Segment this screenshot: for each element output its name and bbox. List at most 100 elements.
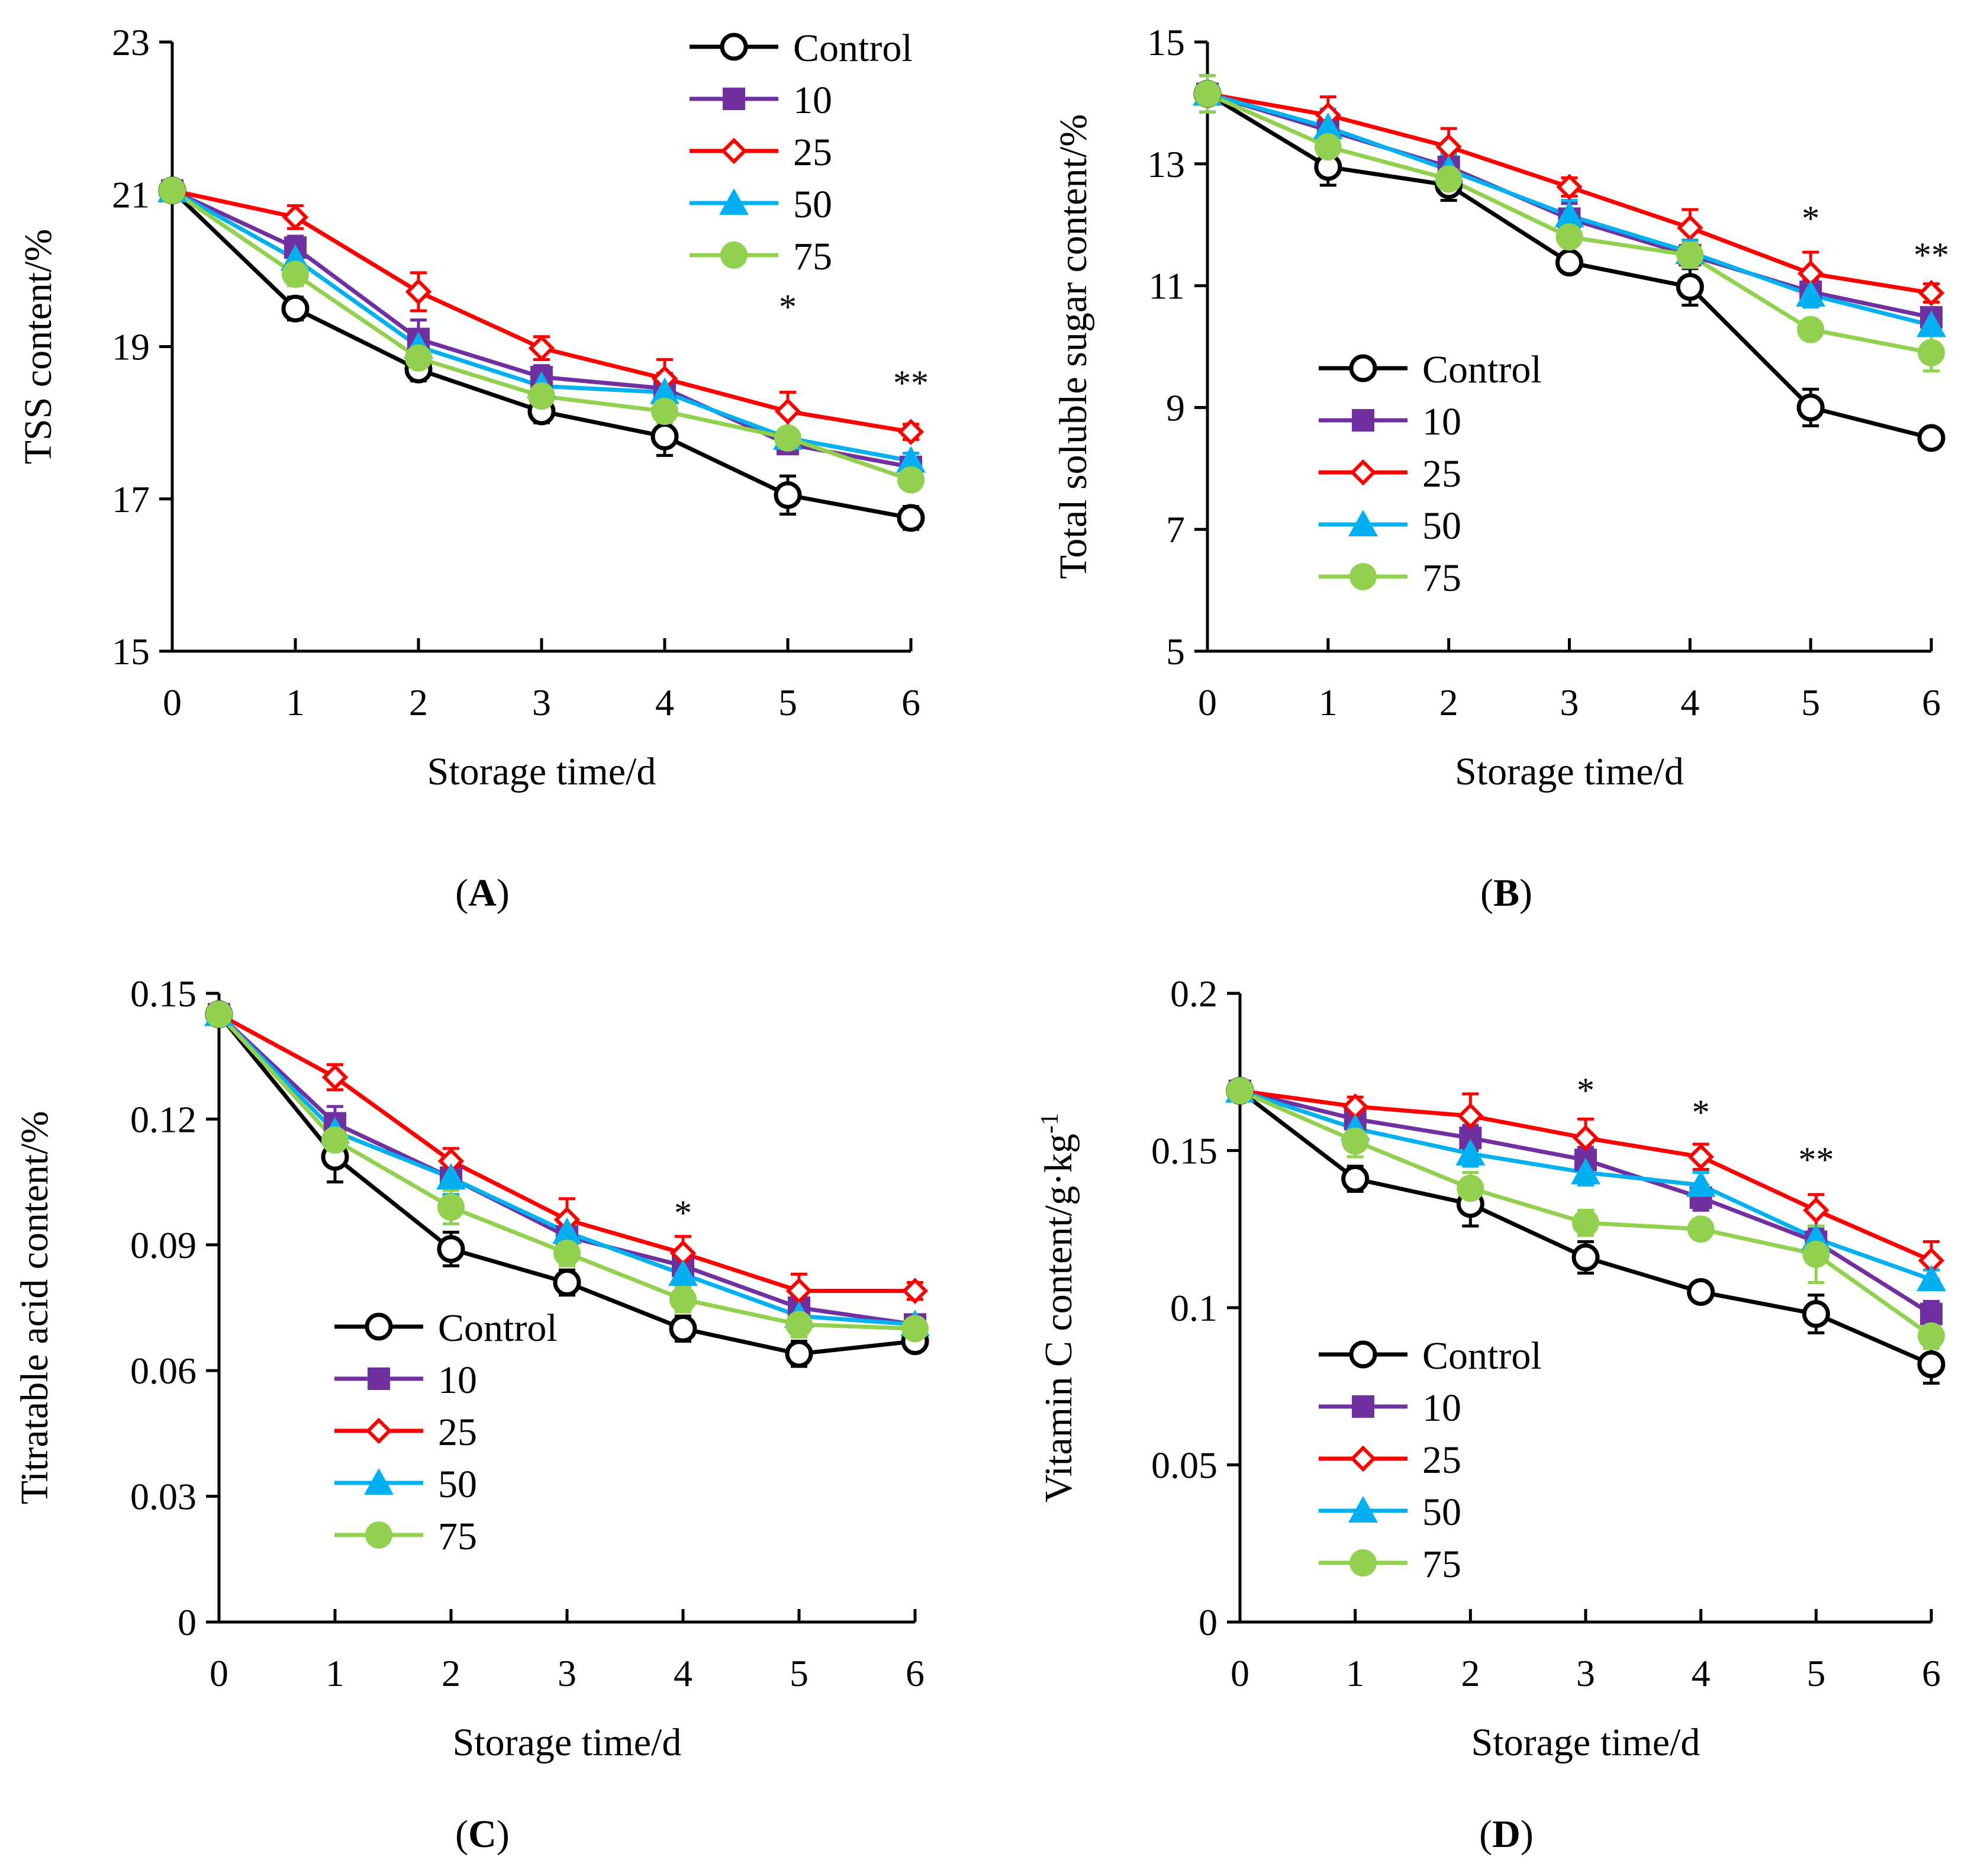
x-tick-label: 0 [1198,681,1217,723]
panel-label-part: ( [455,1813,468,1856]
y-tick-label: 0.03 [130,1476,197,1518]
data-point [1314,133,1342,160]
chart-panel-4: 0 0.05 0.1 0.15 0.2 0 1 2 3 4 5 6 Storage time/d Vita… [1036,973,1946,1856]
significance-annotation: * [1692,1093,1710,1132]
x-tick-label: 6 [906,1652,925,1694]
data-point [321,1126,349,1154]
x-tick-label: 0 [210,1652,228,1694]
legend-label: 25 [1422,452,1461,495]
y-tick-label: 5 [1166,630,1185,672]
x-tick-label: 2 [1461,1652,1480,1694]
panel-label-part: ) [497,871,510,915]
x-tick-label: 3 [1576,1652,1595,1694]
data-point [1917,1350,1946,1379]
data-point [1920,1302,1943,1325]
data-point [1457,1174,1484,1202]
series-line-10 [171,188,911,469]
data-point [897,419,925,445]
x-tick-label: 3 [532,681,551,723]
y-tick-label: 0.2 [1170,973,1217,1015]
legend-label: 50 [1422,504,1461,548]
data-point [1554,201,1584,228]
legend-label: Control [793,27,913,70]
y-axis-title: TSS content/% [17,229,60,465]
panel-label-part: ) [1521,1813,1534,1856]
legend-entry-25: 25 [690,131,832,174]
series-10 [164,181,919,477]
legend-marker [1348,1496,1378,1523]
x-tick-label: 4 [1692,1652,1711,1694]
significance-annotation: * [1577,1071,1595,1110]
data-point [1455,1138,1486,1166]
significance-annotation: * [674,1193,692,1233]
y-tick-label: 0.05 [1151,1444,1217,1486]
x-tick-label: 3 [558,1652,576,1694]
y-tick-label: 0 [1199,1601,1217,1643]
x-tick-label: 4 [674,1652,692,1694]
x-tick-label: 2 [442,1652,460,1694]
y-tick-label: 0.15 [130,973,197,1015]
data-point [1572,1125,1599,1151]
y-axis-title-superscript: -1 [1036,1113,1064,1134]
x-tick-label: 1 [1346,1652,1365,1694]
legend-entry-10: 10 [334,1359,477,1402]
data-point [1194,80,1221,108]
legend-label: 75 [1422,1543,1461,1586]
data-point [1226,1077,1254,1105]
data-point [785,1340,813,1368]
data-point [159,176,186,204]
legend-marker [720,33,748,61]
x-axis-title: Storage time/d [453,1721,682,1764]
data-point [1797,316,1825,343]
data-point [901,1315,929,1343]
y-tick-label: 15 [1147,21,1185,63]
legend-label: 10 [1422,1386,1461,1430]
significance-annotation: ** [1914,236,1949,275]
y-tick-label: 11 [1148,265,1185,307]
data-point [1571,1157,1600,1185]
data-point [1918,1322,1945,1350]
data-point [553,1269,581,1297]
x-tick-label: 5 [1806,1652,1825,1694]
panel-label: (A) [455,871,510,915]
data-point [1918,339,1945,366]
legend-marker [720,137,748,165]
data-point [552,1217,582,1244]
panel-label: (C) [455,1813,510,1856]
y-axis-title: Total soluble sugar content/% [1052,114,1095,579]
series-markers-Control [205,1000,929,1368]
x-axis-title: Storage time/d [1471,1721,1700,1764]
legend-label: Control [1422,1334,1542,1378]
data-point [1687,1143,1714,1170]
data-point [1313,112,1343,140]
x-tick-label: 5 [790,1652,809,1694]
data-point [650,377,679,404]
legend-entry-10: 10 [690,79,832,122]
legend-entry-10: 10 [1319,1386,1461,1430]
data-point [528,334,555,362]
legend-marker [365,1312,393,1341]
panel-label-part: ( [1480,871,1493,915]
legend-marker [1349,1340,1377,1369]
data-point [897,466,925,494]
legend-entry-50: 50 [1319,504,1461,548]
panel-label-part: C [468,1813,497,1856]
data-point [1686,1170,1716,1197]
y-tick-label: 19 [112,326,150,368]
legend-entry-25: 25 [334,1411,477,1454]
data-point [1676,273,1704,301]
legend-label: 25 [793,131,832,174]
legend-entry-25: 25 [1319,452,1461,495]
x-tick-label: 4 [1680,681,1699,723]
data-point [282,260,309,288]
data-point [1917,310,1946,337]
panel-label-part: ( [1479,1813,1492,1856]
data-point [553,1239,581,1267]
data-point [774,424,801,452]
data-point [1918,279,1945,307]
legend-marker [720,242,748,269]
data-point [1676,242,1704,269]
legend-entry-50: 50 [690,183,832,226]
significance-annotation: * [1802,199,1819,238]
